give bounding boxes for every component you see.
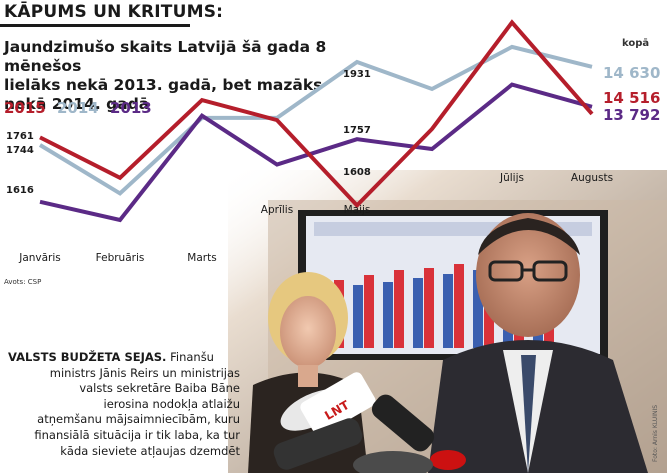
chart-legend: 2015 2014 2013 bbox=[4, 99, 158, 117]
kicker-rule bbox=[0, 24, 190, 27]
series-line-2015 bbox=[39, 19, 594, 209]
x-tick-label: Februāris bbox=[96, 252, 145, 264]
caption-text: kāda sieviete atļaujas dzemdēt bbox=[60, 443, 240, 458]
headline-line: lielāks nekā 2013. gadā, bet mazāks bbox=[4, 76, 323, 94]
end-total-2014: 14 630 bbox=[603, 64, 660, 82]
caption-text: valsts sekretāre Baiba Bāne bbox=[79, 381, 240, 396]
caption-title: VALSTS BUDŽETA SEJAS. bbox=[8, 350, 167, 364]
caption-text: atņemšanu mājsaimniecībām, kuru bbox=[37, 412, 240, 427]
caption-text: ierosina nodokļa atlaižu bbox=[103, 396, 241, 411]
births-line-chart: Janvāris Februāris Marts Aprīlis Maijs Jūlijs… bbox=[6, 19, 660, 264]
data-label: 1761 bbox=[6, 131, 34, 142]
x-tick-label: Augusts bbox=[571, 172, 613, 184]
end-total-2013: 13 792 bbox=[603, 106, 660, 124]
legend-entry-2015: 2015 bbox=[4, 99, 46, 117]
data-label: 1744 bbox=[6, 145, 34, 156]
legend-entry-2014: 2014 bbox=[56, 99, 99, 117]
data-label: 1616 bbox=[6, 185, 34, 196]
data-label: 1757 bbox=[343, 125, 371, 136]
x-tick-label: Maijs bbox=[344, 204, 371, 216]
caption-first-line: VALSTS BUDŽETA SEJAS. Finanšu bbox=[8, 350, 240, 366]
microphones bbox=[273, 372, 466, 473]
data-label: 1608 bbox=[343, 167, 371, 178]
unit-label: kopā bbox=[622, 38, 650, 49]
series-line-2013 bbox=[39, 82, 593, 223]
headline-line: nekā 2014. gadā bbox=[4, 95, 150, 113]
series-line-2014 bbox=[38, 44, 593, 196]
end-total-2015: 14 516 bbox=[603, 89, 660, 107]
x-tick-label: Janvāris bbox=[18, 252, 61, 264]
photo-caption: VALSTS BUDŽETA SEJAS. Finanšu ministrs J… bbox=[8, 350, 240, 459]
headline-line: Jaundzimušo skaits Latvijā šā gada 8 mēn… bbox=[4, 38, 327, 75]
kicker-title: KĀPUMS UN KRITUMS: bbox=[4, 2, 224, 22]
chart-headline: Jaundzimušo skaits Latvijā šā gada 8 mēn… bbox=[4, 38, 394, 114]
legend-entry-2013: 2013 bbox=[109, 99, 152, 117]
x-tick-label: Marts bbox=[187, 252, 216, 264]
photo-credit: Foto: Arnis KLUINIS bbox=[652, 404, 659, 462]
source-note: Avots: CSP bbox=[4, 278, 42, 286]
man-figure bbox=[428, 213, 648, 473]
x-tick-label: Aprīlis bbox=[261, 204, 293, 216]
press-photo: LNT bbox=[228, 170, 667, 473]
caption-text: Finanšu bbox=[170, 350, 214, 364]
caption-text: ministrs Jānis Reirs un ministrijas bbox=[49, 365, 240, 380]
data-label: 1931 bbox=[343, 69, 371, 80]
caption-text: finansiālā situācija ir tik laba, ka tur bbox=[34, 427, 240, 442]
x-tick-label: Jūlijs bbox=[499, 172, 524, 184]
